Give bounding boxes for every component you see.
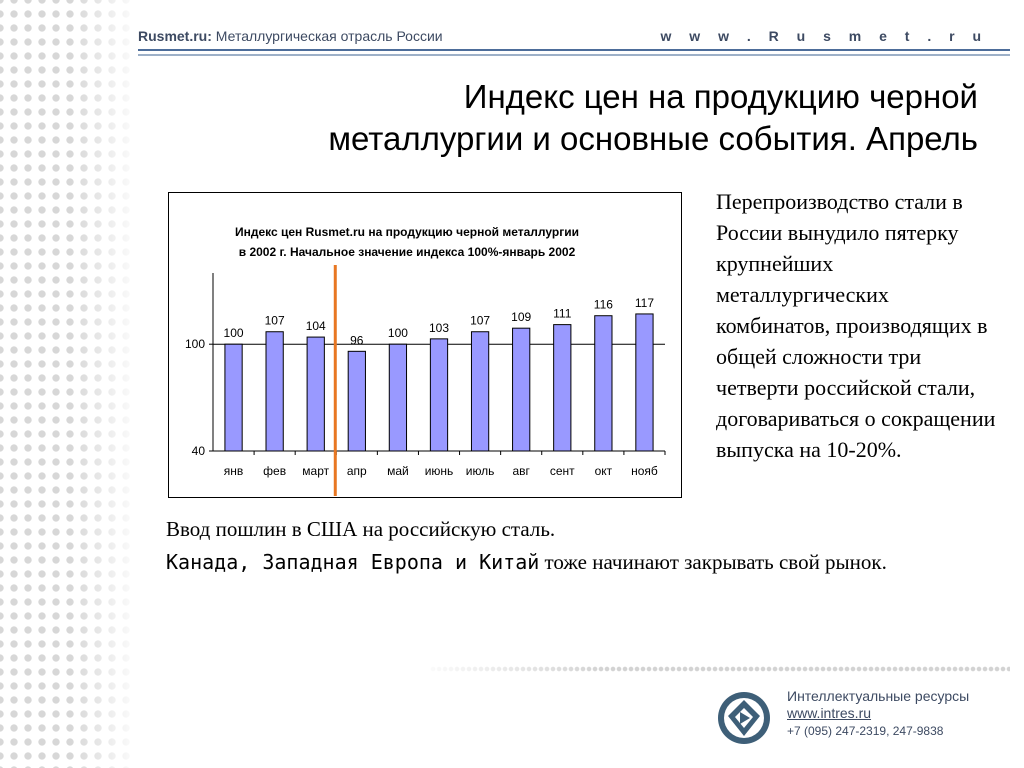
data-label-март: 104 bbox=[306, 319, 326, 333]
x-tick-label-март: март bbox=[302, 464, 329, 478]
bar-янв bbox=[224, 343, 243, 452]
dotted-sidebar-decoration bbox=[0, 0, 130, 768]
header-rule bbox=[138, 49, 1010, 51]
footer-dotted-divider bbox=[430, 666, 1010, 672]
site-subtitle: Металлургическая отрасль России bbox=[215, 28, 443, 44]
markets-closing-rest: тоже начинают закрывать свой рынок. bbox=[539, 550, 887, 574]
x-tick-label-июль: июль bbox=[466, 464, 495, 478]
data-label-сент: 111 bbox=[553, 307, 572, 321]
slide-title-line2: металлургии и основные события. Апрель bbox=[328, 120, 978, 157]
x-tick-label-янв: янв bbox=[224, 464, 244, 478]
bar-фев bbox=[265, 331, 284, 452]
site-header: Rusmet.ru: Металлургическая отрасль Росс… bbox=[138, 28, 443, 44]
x-tick-label-нояб: нояб bbox=[631, 464, 658, 478]
bar-май bbox=[388, 343, 408, 452]
data-label-нояб: 117 bbox=[635, 296, 654, 310]
bar-сент bbox=[553, 324, 572, 452]
data-label-июль: 107 bbox=[470, 314, 490, 328]
x-tick-label-авг: авг bbox=[512, 464, 530, 478]
x-tick-label-май: май bbox=[387, 464, 409, 478]
footer-url-link[interactable]: www.intres.ru bbox=[787, 705, 872, 721]
footer-phone: +7 (095) 247-2319, 247-9838 bbox=[787, 724, 944, 738]
site-name[interactable]: Rusmet.ru: bbox=[138, 28, 212, 44]
x-tick-label-окт: окт bbox=[595, 464, 613, 478]
chart-subtitle: в 2002 г. Начальное значение индекса 100… bbox=[239, 245, 576, 259]
bar-нояб bbox=[635, 313, 654, 452]
chart-svg: Индекс цен Rusmet.ru на продукцию черной… bbox=[185, 225, 666, 496]
data-label-янв: 100 bbox=[224, 326, 244, 340]
bar-окт bbox=[594, 315, 613, 452]
markets-closing-text: Канада, Западная Европа и Китай тоже нач… bbox=[166, 548, 926, 576]
footer-org: Интеллектуальные ресурсы bbox=[787, 688, 970, 704]
slide-title-line1: Индекс цен на продукцию черной bbox=[463, 78, 978, 115]
data-label-авг: 109 bbox=[511, 310, 531, 324]
y-tick-label-100: 100 bbox=[185, 337, 205, 351]
data-label-апр: 96 bbox=[350, 333, 364, 347]
price-index-chart: Индекс цен Rusmet.ru на продукцию черной… bbox=[168, 192, 682, 498]
data-label-май: 100 bbox=[388, 326, 408, 340]
data-label-фев: 107 bbox=[265, 314, 285, 328]
bar-авг bbox=[512, 327, 531, 452]
markets-closing-emph: Канада, Западная Европа и Китай bbox=[166, 550, 540, 574]
bar-апр bbox=[347, 350, 366, 452]
site-url[interactable]: w w w . R u s m e t . r u bbox=[660, 28, 988, 44]
x-tick-label-фев: фев bbox=[263, 464, 286, 478]
overproduction-text: Перепроизводство стали в России вынудило… bbox=[716, 189, 996, 462]
x-tick-label-июнь: июнь bbox=[425, 464, 454, 478]
chart-title: Индекс цен Rusmet.ru на продукцию черной… bbox=[235, 225, 579, 239]
header-rule-light bbox=[138, 54, 1010, 56]
us-duties-text: Ввод пошлин в США на российскую сталь. bbox=[166, 517, 556, 541]
bar-июнь bbox=[429, 338, 449, 452]
bar-март bbox=[306, 336, 325, 452]
x-tick-label-сент: сент bbox=[550, 464, 575, 478]
y-tick-label-40: 40 bbox=[192, 444, 206, 458]
x-tick-label-апр: апр bbox=[347, 464, 367, 478]
slide-title: Индекс цен на продукцию черной металлург… bbox=[218, 76, 978, 160]
data-label-июнь: 103 bbox=[429, 321, 449, 335]
data-label-окт: 116 bbox=[594, 298, 613, 312]
intres-logo-icon[interactable] bbox=[716, 690, 772, 746]
bar-июль bbox=[470, 331, 490, 452]
